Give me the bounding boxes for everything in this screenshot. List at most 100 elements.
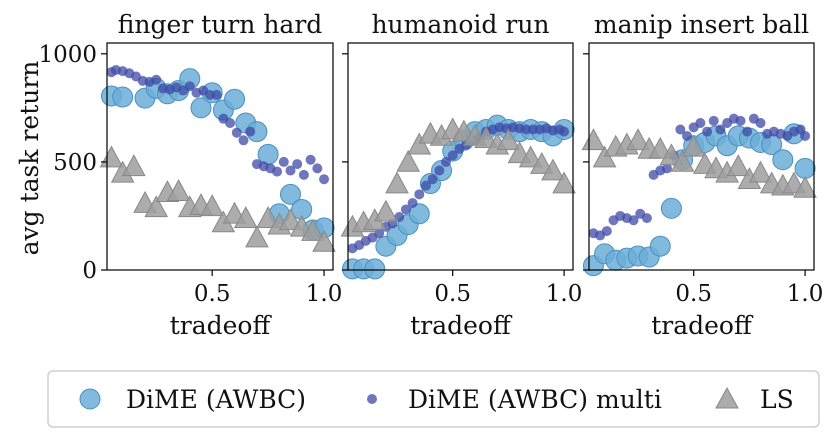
panel-finger-turn-hard: finger turn hard 0.5 1.0 0 500 1000 tradeoff	[38, 10, 342, 340]
data-point	[396, 149, 420, 172]
data-point	[735, 115, 746, 126]
data-point	[794, 157, 816, 179]
data-point	[394, 212, 405, 223]
data-point	[144, 195, 169, 218]
series-ls	[99, 145, 336, 252]
x-tick-label: 0.5	[194, 281, 231, 307]
legend-entry-dime-awbc: DiME (AWBC)	[79, 385, 306, 414]
panel-title: humanoid run	[371, 10, 549, 39]
x-axis-label: tradeoff	[170, 311, 273, 340]
data-point	[225, 117, 236, 128]
data-point	[681, 134, 706, 157]
data-point	[151, 74, 162, 85]
data-point	[695, 117, 706, 128]
data-point	[474, 126, 498, 148]
data-point	[272, 166, 283, 177]
data-point	[166, 179, 191, 201]
plot-frame	[588, 42, 815, 271]
plot-frame	[106, 42, 334, 271]
data-point	[793, 175, 817, 198]
legend-marker-ls	[715, 386, 739, 409]
data-point	[649, 235, 671, 257]
data-point	[374, 199, 398, 222]
data-point	[496, 128, 521, 151]
x-axis-label: tradeoff	[410, 311, 513, 340]
data-point	[592, 145, 617, 168]
data-point	[122, 154, 146, 177]
data-point	[407, 197, 418, 208]
legend-marker-dime-awbc-multi	[367, 394, 377, 404]
series-dime-awbc-multi	[588, 113, 811, 241]
y-axis-label: avg task return	[15, 61, 44, 256]
data-point	[552, 171, 576, 194]
data-point	[256, 206, 280, 228]
data-point	[112, 86, 134, 108]
legend-entry-dime-awbc-multi: DiME (AWBC) multi	[367, 385, 662, 414]
data-point	[305, 154, 316, 165]
panel-humanoid-run: humanoid run 0.5 1.0 tradeoff	[340, 10, 583, 340]
data-point	[670, 149, 695, 172]
plot-frame	[347, 42, 574, 271]
data-point	[319, 174, 330, 185]
data-point	[224, 88, 246, 110]
data-point	[420, 180, 431, 191]
data-point	[702, 126, 713, 137]
series-ls	[581, 128, 817, 198]
data-point	[529, 152, 554, 174]
data-point	[581, 128, 606, 151]
data-point	[400, 204, 411, 215]
series-ls	[340, 117, 576, 237]
data-point	[312, 163, 323, 174]
data-point	[708, 115, 719, 126]
data-point	[184, 81, 195, 92]
data-point	[648, 136, 673, 159]
data-point	[245, 126, 256, 137]
legend-label-dime-awbc-multi: DiME (AWBC) multi	[408, 385, 662, 414]
y-tick-label: 0	[82, 258, 97, 284]
data-point	[726, 154, 751, 177]
series-dime-awbc-multi	[106, 65, 330, 185]
data-point	[385, 171, 409, 194]
data-point	[298, 169, 309, 180]
data-point	[682, 130, 693, 141]
data-point	[742, 126, 753, 137]
x-axis-label: tradeoff	[651, 311, 754, 340]
data-point	[200, 194, 225, 217]
data-point	[659, 143, 684, 166]
data-point	[231, 127, 242, 138]
data-point	[628, 215, 639, 226]
data-point	[748, 160, 773, 183]
panel-manip-insert-ball: manip insert ball 0.5 1.0 tradeoff	[581, 10, 824, 340]
data-point	[559, 126, 570, 137]
x-tick-label: 1.0	[787, 281, 824, 307]
data-point	[755, 117, 766, 128]
panel-title: manip insert ball	[594, 10, 809, 39]
data-point	[279, 183, 301, 205]
data-point	[238, 135, 249, 146]
data-point	[292, 159, 303, 170]
data-point	[427, 174, 438, 185]
data-point	[715, 124, 726, 135]
data-point	[245, 225, 269, 248]
data-point	[301, 219, 325, 241]
x-tick-label: 0.5	[434, 281, 471, 307]
data-point	[675, 124, 686, 135]
x-tick-label: 1.0	[306, 281, 343, 307]
data-point	[374, 228, 385, 239]
legend-frame	[47, 370, 820, 428]
data-point	[278, 156, 289, 167]
y-tick-label: 1000	[38, 42, 97, 68]
data-point	[407, 132, 432, 155]
x-tick-label: 1.0	[546, 281, 583, 307]
data-point	[772, 149, 794, 171]
legend-marker-dime-awbc	[79, 388, 101, 410]
data-point	[414, 189, 425, 200]
data-point	[211, 89, 222, 100]
legend-label-ls: LS	[760, 385, 794, 414]
data-point	[233, 206, 258, 228]
legend-entry-ls: LS	[715, 385, 794, 414]
data-point	[312, 229, 336, 252]
legend: DiME (AWBC) DiME (AWBC) multi LS	[47, 370, 820, 428]
